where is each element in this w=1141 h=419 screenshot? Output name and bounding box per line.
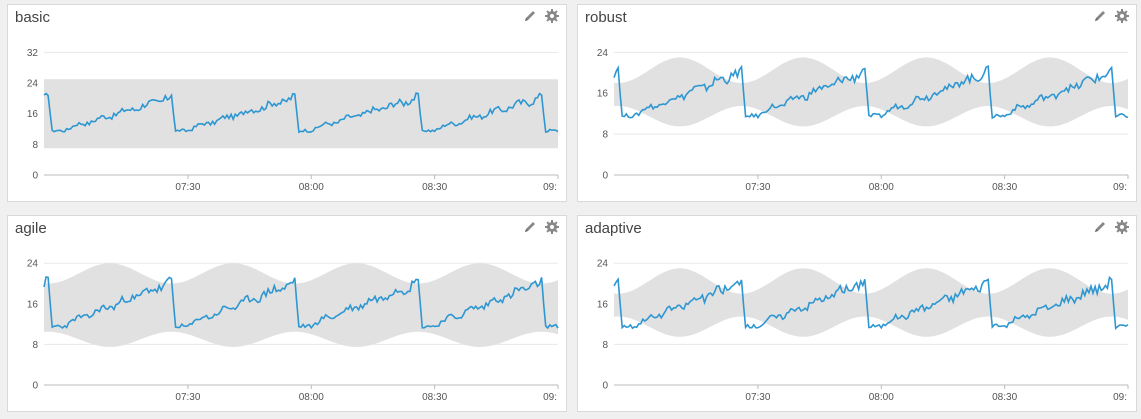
panel-robust: robust 0 8 16 24 07:30 08:00 08:30 09: <box>577 4 1137 202</box>
x-tick-label: 09: <box>1113 182 1127 193</box>
panel-adaptive: adaptive 0 8 16 24 07:30 08:00 08:30 09: <box>577 215 1137 412</box>
y-tick-label: 16 <box>27 109 39 120</box>
y-tick-label: 16 <box>597 89 609 100</box>
x-tick-label: 08:30 <box>992 392 1017 403</box>
x-tick-label: 09: <box>543 182 557 193</box>
x-tick-label: 07:30 <box>175 392 200 403</box>
y-tick-label: 24 <box>27 259 39 270</box>
x-tick-label: 09: <box>543 392 557 403</box>
y-tick-label: 8 <box>602 340 608 351</box>
y-tick-label: 24 <box>597 259 609 270</box>
x-tick-label: 07:30 <box>745 182 770 193</box>
chart-robust: 0 8 16 24 07:30 08:00 08:30 09: <box>578 5 1136 201</box>
chart-basic: 0 8 16 24 32 07:30 08:00 08:30 09: <box>8 5 566 201</box>
y-tick-label: 8 <box>602 130 608 141</box>
y-tick-label: 0 <box>32 171 38 182</box>
y-tick-label: 24 <box>27 79 39 90</box>
y-tick-label: 8 <box>32 340 38 351</box>
y-tick-label: 8 <box>32 140 38 151</box>
chart-agile: 0 8 16 24 07:30 08:00 08:30 09: <box>8 216 566 411</box>
x-tick-label: 08:00 <box>299 392 324 403</box>
x-tick-label: 08:30 <box>422 182 447 193</box>
panel-basic: basic 0 8 16 24 32 07:30 08:00 08:30 09: <box>7 4 567 202</box>
y-tick-label: 24 <box>597 48 609 59</box>
x-tick-label: 07:30 <box>175 182 200 193</box>
y-tick-label: 0 <box>602 171 608 182</box>
bounds-band <box>44 79 558 148</box>
y-tick-label: 0 <box>602 381 608 392</box>
x-tick-label: 07:30 <box>745 392 770 403</box>
chart-adaptive: 0 8 16 24 07:30 08:00 08:30 09: <box>578 216 1136 411</box>
y-tick-label: 0 <box>32 381 38 392</box>
panel-agile: agile 0 8 16 24 07:30 08:00 08:30 09: <box>7 215 567 412</box>
x-tick-label: 08:00 <box>299 182 324 193</box>
y-tick-label: 16 <box>27 299 39 310</box>
x-tick-label: 08:00 <box>869 392 894 403</box>
x-tick-label: 08:00 <box>869 182 894 193</box>
y-tick-label: 32 <box>27 48 39 59</box>
x-tick-label: 08:30 <box>992 182 1017 193</box>
bounds-band <box>44 263 558 347</box>
x-tick-label: 08:30 <box>422 392 447 403</box>
y-tick-label: 16 <box>597 299 609 310</box>
x-tick-label: 09: <box>1113 392 1127 403</box>
